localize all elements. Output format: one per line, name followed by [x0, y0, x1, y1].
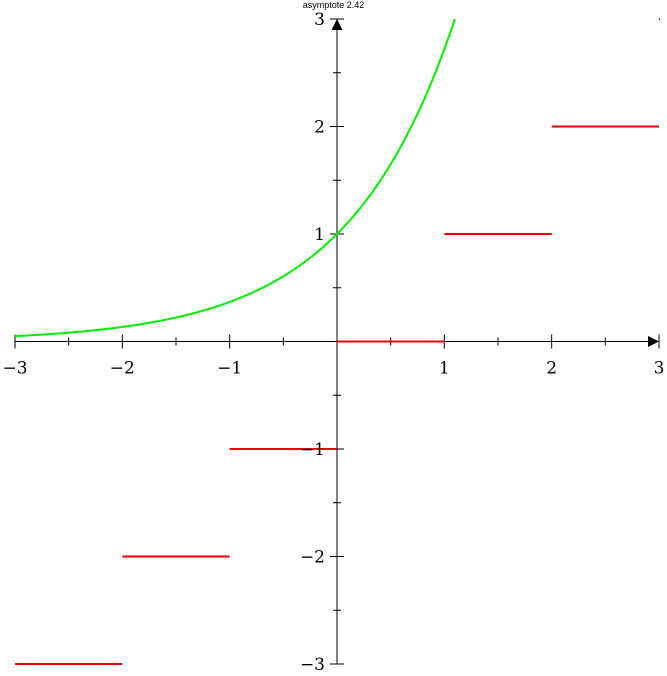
asymptote-version-label: asymptote 2.42 [302, 0, 365, 10]
y-tick-label: 1 [314, 225, 325, 245]
exp-curve-line [14, 18, 456, 338]
y-tick-label: 3 [314, 10, 325, 30]
y-tick-label: −1 [300, 440, 325, 460]
x-tick-label: −2 [110, 359, 135, 379]
y-tick-label: 2 [314, 118, 325, 138]
x-tick-label: 1 [439, 359, 450, 379]
x-tick-label: −1 [217, 359, 242, 379]
y-tick-label: −3 [300, 655, 325, 675]
y-tick-label: −2 [300, 548, 325, 568]
x-tick-label: −3 [2, 359, 27, 379]
x-tick-label: 2 [546, 359, 557, 379]
x-tick-label: 3 [654, 359, 665, 379]
